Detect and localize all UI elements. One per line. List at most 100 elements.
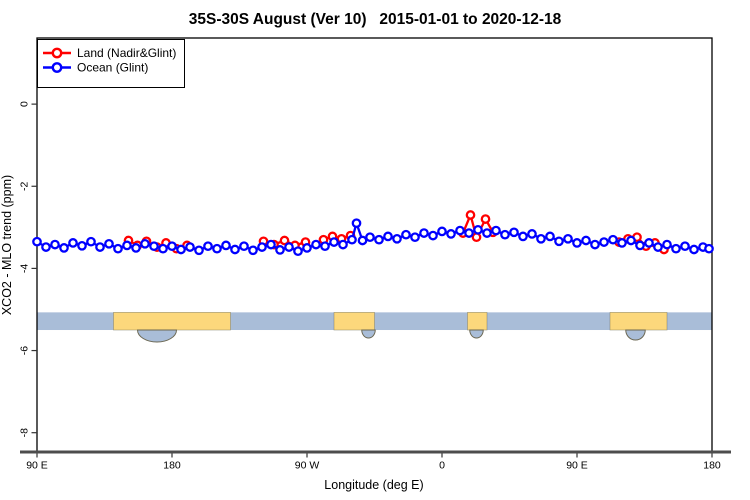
coastline-bight bbox=[361, 329, 376, 339]
ocean-point bbox=[446, 229, 456, 239]
legend-entry-label: Land (Nadir&Glint) bbox=[77, 46, 176, 60]
ocean-point bbox=[176, 244, 186, 255]
coastline-bight bbox=[625, 329, 646, 341]
ocean-point bbox=[545, 231, 555, 242]
ocean-point bbox=[32, 236, 42, 247]
ocean-point bbox=[473, 224, 483, 235]
ocean-point bbox=[644, 238, 654, 248]
ocean-point bbox=[167, 241, 177, 252]
ocean-point bbox=[608, 234, 618, 245]
ocean-point bbox=[500, 229, 510, 240]
land-segment bbox=[467, 312, 488, 331]
ocean-point bbox=[293, 246, 303, 257]
ocean-point bbox=[122, 240, 132, 251]
ocean-point bbox=[365, 232, 375, 243]
ocean-point bbox=[357, 235, 368, 246]
y-tick-label: 0 bbox=[19, 101, 31, 107]
y-tick-label: -4 bbox=[19, 264, 31, 273]
ocean-point bbox=[383, 231, 393, 242]
ocean-point bbox=[194, 245, 204, 256]
ocean-point bbox=[104, 238, 114, 249]
y-axis-title: XCO2 - MLO trend (ppm) bbox=[0, 175, 14, 315]
coastline-bight bbox=[469, 329, 484, 339]
x-tick-label: 90 E bbox=[26, 460, 48, 472]
land-point bbox=[279, 235, 290, 246]
ocean-point bbox=[662, 239, 672, 250]
coastline-bight bbox=[136, 329, 178, 343]
x-tick-label: 180 bbox=[163, 460, 181, 472]
ocean-point bbox=[704, 243, 714, 254]
ocean-point bbox=[464, 228, 474, 238]
ocean-point bbox=[563, 233, 573, 244]
land-point bbox=[471, 232, 482, 243]
ocean-point bbox=[455, 225, 465, 236]
ocean-point bbox=[257, 242, 267, 252]
x-tick-label: 90 W bbox=[295, 460, 320, 472]
map-band bbox=[37, 312, 712, 343]
land-segment bbox=[609, 312, 668, 331]
ocean-point bbox=[212, 243, 222, 254]
ocean-point bbox=[419, 228, 429, 238]
ocean-point bbox=[311, 239, 321, 250]
ocean-point bbox=[347, 234, 357, 245]
legend-entry-label: Ocean (Glint) bbox=[77, 61, 148, 75]
ocean-point bbox=[572, 238, 582, 248]
ocean-point bbox=[185, 242, 195, 252]
data-series bbox=[32, 210, 714, 257]
ocean-point bbox=[203, 241, 213, 252]
land-segment bbox=[113, 312, 231, 331]
ocean-point bbox=[149, 241, 159, 252]
x-tick-label: 180 bbox=[703, 460, 721, 472]
legend: Land (Nadir&Glint)Ocean (Glint) bbox=[37, 39, 185, 88]
ocean-point bbox=[635, 240, 645, 251]
ocean-point bbox=[554, 236, 564, 247]
ocean-point bbox=[158, 243, 168, 254]
ocean-point bbox=[95, 242, 105, 252]
ocean-point bbox=[221, 240, 231, 251]
ocean-point bbox=[275, 245, 285, 255]
legend-marker-sample bbox=[51, 47, 63, 59]
y-tick-label: -6 bbox=[19, 346, 31, 355]
land-segment bbox=[333, 312, 375, 331]
ocean-point bbox=[338, 239, 348, 250]
ocean-point bbox=[248, 245, 258, 256]
ocean-point bbox=[140, 238, 150, 249]
land-point bbox=[465, 210, 476, 220]
legend-marker-sample bbox=[51, 62, 63, 73]
x-tick-label: 90 E bbox=[566, 460, 588, 472]
ocean-point bbox=[626, 235, 636, 246]
x-axis-title: Longitude (deg E) bbox=[324, 478, 423, 492]
y-tick-label: -2 bbox=[19, 181, 31, 190]
ocean-point bbox=[428, 230, 438, 241]
axes: 0 -2 -4 -6 -8 90 E 180 90 W 0 90 E 180 bbox=[19, 37, 731, 472]
ocean-point bbox=[59, 243, 69, 253]
ocean-point bbox=[266, 239, 276, 250]
ocean-point bbox=[482, 228, 492, 238]
ocean-point bbox=[77, 240, 87, 251]
legend-box bbox=[37, 39, 185, 88]
ocean-point bbox=[131, 243, 141, 253]
ocean-point bbox=[410, 232, 420, 243]
ocean-point bbox=[41, 242, 51, 252]
ocean-point bbox=[351, 218, 362, 229]
ocean-point bbox=[689, 244, 699, 255]
ocean-point bbox=[392, 233, 402, 244]
ocean-point bbox=[581, 235, 591, 246]
ocean-point bbox=[401, 229, 411, 240]
ocean-point bbox=[536, 233, 546, 244]
x-tick-label: 0 bbox=[439, 460, 445, 472]
ocean-point bbox=[527, 229, 537, 239]
ocean-point bbox=[437, 226, 447, 237]
ocean-point bbox=[86, 236, 96, 247]
ocean-point bbox=[518, 231, 528, 242]
ocean-point bbox=[671, 243, 681, 254]
ocean-point bbox=[653, 242, 663, 252]
ocean-point bbox=[329, 237, 339, 247]
ocean-point bbox=[374, 234, 384, 245]
ocean-point bbox=[113, 243, 123, 254]
ocean-point bbox=[590, 239, 600, 250]
ocean-point bbox=[230, 244, 240, 255]
land-point bbox=[480, 214, 491, 224]
ocean-point bbox=[680, 241, 690, 252]
